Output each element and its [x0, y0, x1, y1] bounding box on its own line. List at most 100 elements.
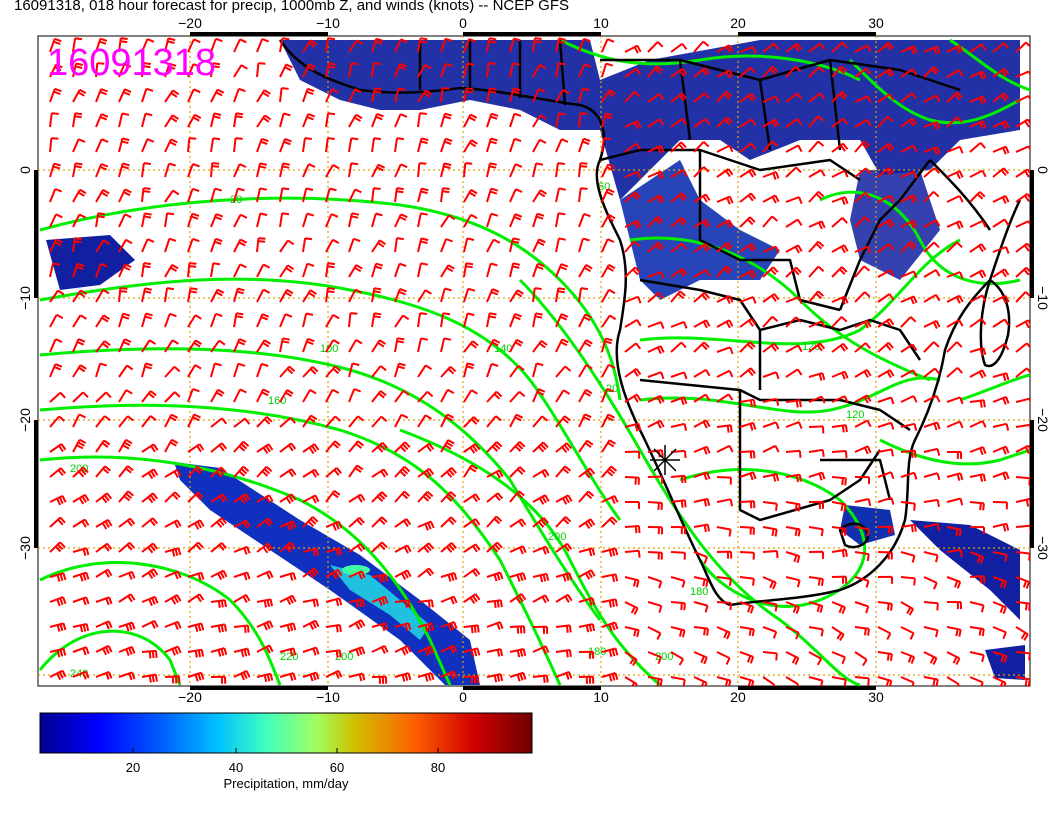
wind-barb — [440, 516, 457, 528]
wind-barb — [900, 144, 918, 153]
wind-barb — [877, 396, 895, 405]
wind-barb — [693, 291, 710, 303]
wind-barb — [1015, 242, 1030, 253]
wind-barb — [279, 520, 297, 531]
wind-barb — [463, 362, 475, 378]
wind-barb — [601, 494, 619, 505]
wind-barb — [1015, 551, 1030, 561]
wind-barb — [900, 449, 917, 458]
wind-barb — [900, 241, 917, 253]
wind-barb — [164, 438, 179, 453]
wind-barb — [808, 190, 825, 203]
wind-barb — [95, 391, 112, 403]
wind-barb — [739, 651, 755, 664]
wind-barb — [118, 593, 136, 603]
wind-barb — [946, 576, 962, 589]
wind-barb — [739, 142, 757, 153]
wind-barb — [348, 440, 365, 453]
wind-barb — [900, 194, 918, 204]
wind-barb — [394, 287, 407, 303]
wind-barb — [923, 651, 938, 666]
wind-barb — [877, 525, 894, 534]
wind-barb — [256, 517, 274, 528]
wind-barb — [187, 212, 200, 228]
wind-barb — [532, 138, 547, 153]
wind-barb — [118, 63, 132, 78]
contour-label: 140 — [494, 343, 512, 355]
wind-barb — [762, 42, 780, 53]
wind-barb — [555, 237, 566, 253]
wind-barb — [624, 342, 642, 353]
wind-barb — [578, 237, 590, 253]
wind-barb — [302, 289, 317, 303]
wind-barb — [394, 337, 405, 353]
wind-barb — [670, 242, 688, 253]
wind-barb — [716, 369, 734, 378]
wind-barb — [440, 214, 456, 228]
wind-barb — [256, 443, 274, 454]
wind-barb — [440, 413, 455, 428]
wind-barb — [348, 464, 364, 478]
map-title: 16091318, 018 hour forecast for precip, … — [14, 0, 569, 14]
wind-barb — [716, 168, 734, 178]
wind-barb — [992, 42, 1009, 53]
wind-barb — [279, 622, 297, 632]
wind-barb — [762, 601, 778, 612]
wind-barb — [762, 315, 779, 328]
wind-barb — [831, 476, 847, 486]
wind-barb — [969, 676, 984, 686]
wind-barb — [394, 62, 407, 78]
wind-barb — [739, 242, 757, 253]
wind-barb — [49, 622, 67, 632]
wind-barb — [440, 542, 457, 553]
wind-barb — [371, 644, 389, 654]
wind-barb — [808, 265, 825, 278]
wind-barb — [72, 596, 90, 606]
wind-barb — [187, 413, 201, 428]
wind-barb — [371, 339, 387, 353]
wind-barb — [95, 620, 113, 630]
wind-barb — [187, 88, 201, 103]
wind-barb — [762, 421, 780, 430]
wind-barb — [164, 37, 176, 53]
wind-barb — [785, 266, 802, 278]
wind-barb — [946, 116, 963, 128]
wind-barb — [808, 500, 824, 509]
wind-barb — [187, 162, 200, 178]
wind-barb — [1015, 498, 1030, 507]
wind-barb — [49, 572, 67, 582]
wind-barb — [348, 415, 364, 428]
wind-barb — [118, 312, 131, 328]
wind-barb — [555, 187, 567, 203]
wind-barb — [256, 89, 271, 103]
wind-barb — [578, 137, 591, 153]
wind-barb — [762, 676, 776, 686]
wind-barb — [900, 551, 916, 563]
wind-barb — [647, 371, 665, 380]
wind-barb — [969, 526, 985, 535]
wind-barb — [233, 519, 251, 529]
wind-barb — [647, 526, 663, 535]
wind-barb — [785, 651, 800, 665]
wind-barb — [371, 62, 381, 78]
wind-barb — [256, 362, 269, 378]
wind-barb — [877, 676, 893, 686]
wind-barb — [624, 90, 641, 103]
wind-barb — [854, 291, 871, 303]
wind-barb — [601, 465, 618, 478]
wind-barb — [325, 568, 343, 580]
wind-barb — [371, 390, 387, 403]
wind-barb — [578, 388, 593, 403]
wind-barb — [785, 501, 801, 512]
wind-barb — [808, 342, 826, 353]
wind-barb — [762, 397, 780, 406]
wind-barb — [348, 264, 363, 278]
wind-barb — [394, 262, 407, 278]
wind-barb — [854, 265, 871, 278]
wind-barb — [555, 37, 566, 53]
wind-barb — [302, 516, 319, 528]
wind-barb — [233, 624, 250, 633]
wind-barb — [440, 670, 458, 680]
wind-barb — [49, 494, 67, 506]
wind-barb — [647, 271, 665, 280]
